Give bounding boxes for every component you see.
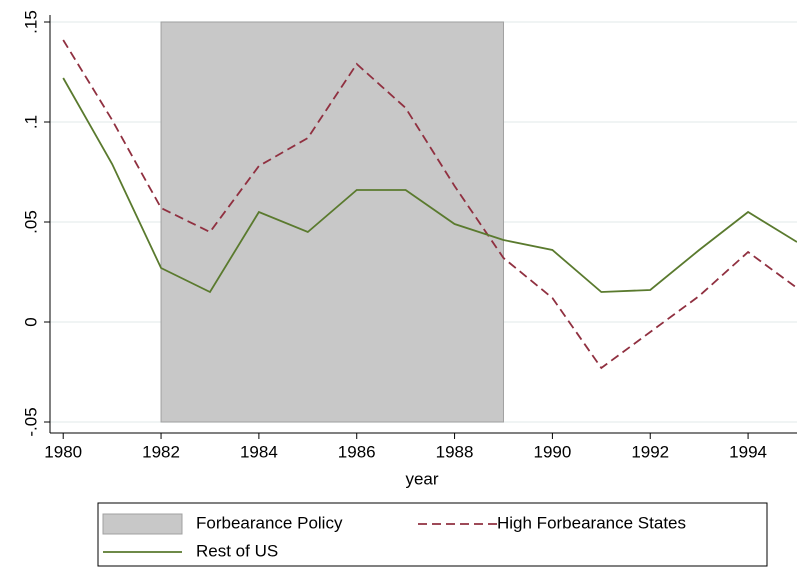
x-tick-label: 1990 — [533, 442, 571, 461]
x-tick-label: 1994 — [729, 442, 767, 461]
series-line — [62, 77, 797, 294]
x-axis-label: year — [405, 469, 438, 488]
x-tick-label: 1988 — [436, 442, 474, 461]
legend-box — [97, 502, 768, 567]
shaded-region — [160, 21, 504, 423]
y-tick-label: .15 — [21, 10, 40, 34]
series-line — [62, 39, 797, 370]
legend-label: High Forbearance States — [497, 513, 686, 532]
y-tick-label: .05 — [21, 210, 40, 234]
x-tick-label: 1984 — [240, 442, 278, 461]
x-tick-label: 1992 — [631, 442, 669, 461]
y-tick-label: -.05 — [21, 407, 40, 436]
legend-label: Forbearance Policy — [196, 513, 343, 532]
y-tick-label: 0 — [21, 317, 40, 326]
legend-swatch — [102, 513, 183, 535]
x-tick-label: 1986 — [338, 442, 376, 461]
x-tick-label: 1982 — [142, 442, 180, 461]
legend-label: Rest of US — [196, 541, 278, 560]
x-tick-label: 1980 — [44, 442, 82, 461]
y-tick-label: .1 — [21, 115, 40, 129]
